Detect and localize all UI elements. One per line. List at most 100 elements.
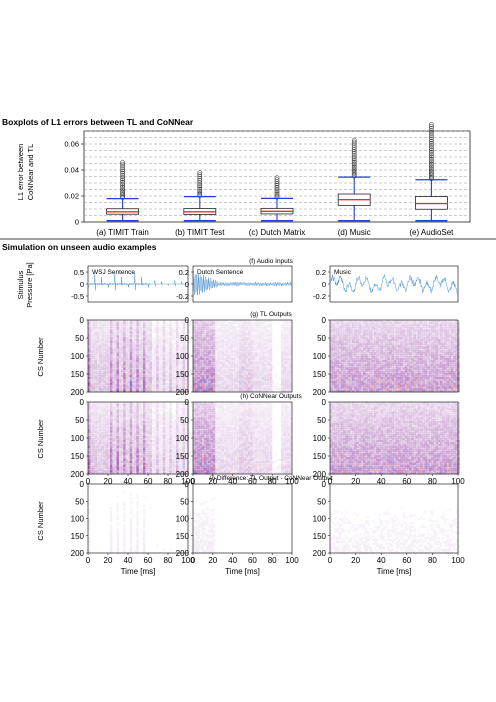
- flier-point: [197, 181, 203, 187]
- heatmap-cell: [103, 417, 106, 420]
- heatmap-cell: [237, 340, 240, 343]
- heatmap-cell: [92, 361, 95, 364]
- heatmap-cell: [112, 405, 115, 408]
- heatmap-cell: [228, 359, 231, 362]
- heatmap-cell: [138, 388, 141, 391]
- heatmap-cell: [110, 546, 113, 549]
- heatmap-cell: [217, 382, 220, 385]
- heatmap-cell: [134, 443, 137, 446]
- heatmap-cell: [143, 348, 146, 351]
- heatmap-cell: [143, 371, 146, 374]
- heatmap-cell: [197, 361, 200, 364]
- heatmap-cell: [132, 445, 135, 448]
- heatmap-cell: [132, 470, 135, 473]
- heatmap-cell: [123, 434, 126, 437]
- heatmap-cell: [114, 350, 117, 353]
- heatmap-cell: [171, 386, 174, 389]
- heatmap-cell: [129, 356, 133, 359]
- heatmap-cell: [143, 470, 146, 473]
- heatmap-cell: [143, 539, 146, 542]
- waveform-y-tick-label: -0.5: [71, 292, 84, 301]
- heatmap-cell: [116, 352, 119, 355]
- heatmap-cell: [125, 451, 128, 454]
- heatmap-cell: [167, 373, 170, 376]
- heatmap-cell: [178, 352, 181, 355]
- heatmap-cell: [182, 320, 185, 323]
- heatmap-cell: [241, 369, 244, 372]
- flier-point: [429, 133, 434, 139]
- heatmap-cell: [241, 339, 244, 342]
- heatmap-cell: [114, 424, 117, 427]
- heatmap-cell: [92, 337, 95, 340]
- heatmap-cell: [206, 361, 209, 364]
- heatmap-cell: [173, 455, 177, 458]
- heatmap-cell: [96, 335, 100, 338]
- heatmap-cell: [204, 369, 207, 372]
- heatmap-cell: [151, 440, 155, 443]
- heatmap-cell: [239, 323, 242, 326]
- heatmap-cell: [254, 382, 257, 385]
- heatmap-cell: [197, 375, 200, 378]
- heatmap-cell: [156, 455, 159, 458]
- heatmap-cell: [145, 382, 148, 385]
- heatmap-cell: [127, 361, 130, 364]
- heatmap-cell: [99, 352, 102, 355]
- heatmap-cell: [184, 422, 188, 425]
- heatmap-cell: [123, 342, 126, 345]
- heatmap-cell: [176, 453, 179, 456]
- heatmap-cell: [176, 388, 179, 391]
- heatmap-cell: [107, 384, 111, 387]
- heatmap-cell: [99, 342, 102, 345]
- heatmap-cell: [149, 390, 152, 393]
- heatmap-cell: [143, 512, 146, 515]
- heatmap-cell: [101, 373, 104, 376]
- heatmap-cell: [210, 365, 213, 368]
- heatmap-cell: [180, 321, 183, 324]
- heatmap-cell: [204, 337, 207, 340]
- heatmap-cell: [226, 371, 229, 374]
- heatmap-cell: [210, 350, 213, 353]
- heatmap-cell: [101, 462, 104, 465]
- heatmap-cell: [143, 340, 146, 343]
- heatmap-cell: [167, 411, 170, 414]
- heatmap-cell: [250, 369, 253, 372]
- heatmap-cell: [101, 363, 104, 366]
- heatmap-cell: [176, 451, 179, 454]
- heatmap-cell: [208, 346, 211, 349]
- heatmap-cell: [178, 384, 181, 387]
- heatmap-cell: [138, 462, 141, 465]
- heatmap-cell: [171, 464, 174, 467]
- heatmap-cell: [160, 470, 163, 473]
- heatmap-cell: [138, 361, 141, 364]
- heatmap-cell: [239, 337, 242, 340]
- heatmap-cell: [151, 359, 155, 362]
- heatmap-cell: [259, 321, 262, 324]
- heatmap-cell: [151, 403, 155, 406]
- heatmap-cell: [129, 497, 133, 500]
- flier-point: [351, 141, 357, 147]
- heatmap-cell: [121, 403, 124, 406]
- heatmap-cell: [151, 371, 155, 374]
- heatmap-cell: [171, 415, 174, 418]
- heatmap-cell: [180, 327, 183, 330]
- heatmap-cell: [248, 354, 251, 357]
- heatmap-cell: [125, 356, 128, 359]
- heatmap-cell: [96, 459, 100, 462]
- heatmap-cell: [94, 354, 97, 357]
- heatmap-cell: [169, 432, 172, 435]
- heatmap-cell: [149, 440, 152, 443]
- heatmap-cell: [199, 323, 202, 326]
- heatmap-cell: [197, 348, 200, 351]
- heatmap-cell: [178, 468, 181, 471]
- heatmap-cell: [199, 386, 202, 389]
- heatmap-cell: [112, 426, 115, 429]
- heatmap-cell: [149, 405, 152, 408]
- heatmap-cell: [215, 369, 218, 372]
- heatmap-cell: [143, 436, 146, 439]
- heatmap-cell: [127, 382, 130, 385]
- heatmap-cell: [114, 373, 117, 376]
- heatmap-cell: [101, 386, 104, 389]
- heatmap-cell: [90, 371, 93, 374]
- heatmap-cell: [180, 365, 183, 368]
- heatmap-cell: [256, 325, 260, 328]
